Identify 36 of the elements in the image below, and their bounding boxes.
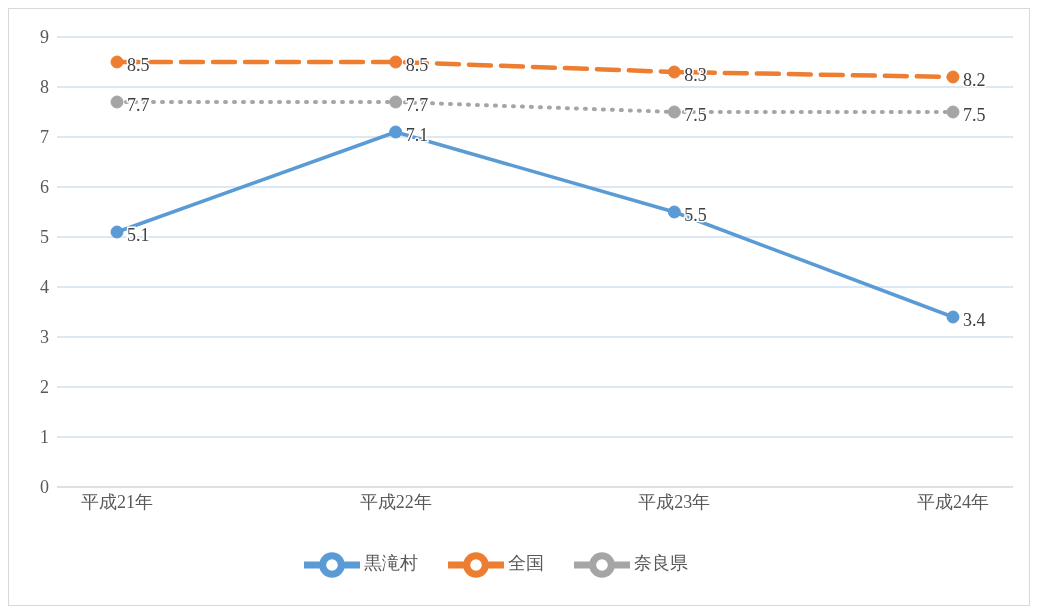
y-tick-label: 5 — [40, 227, 49, 248]
point — [946, 105, 960, 119]
data-label: 8.2 — [963, 70, 986, 90]
data-label: 7.7 — [127, 95, 150, 115]
point — [110, 55, 124, 69]
point — [667, 105, 681, 119]
point — [946, 310, 960, 324]
point — [667, 205, 681, 219]
point — [389, 95, 403, 109]
point — [110, 225, 124, 239]
y-tick-label: 0 — [40, 477, 49, 498]
legend-label: 黒滝村 — [364, 553, 418, 574]
x-tick-label: 平成24年 — [917, 491, 989, 512]
data-label: 3.4 — [963, 310, 986, 330]
y-tick-label: 9 — [40, 27, 49, 48]
y-tick-label: 4 — [40, 277, 49, 298]
point — [389, 55, 403, 69]
data-label: 7.5 — [684, 105, 707, 125]
data-label: 7.5 — [963, 105, 986, 125]
y-tick-label: 1 — [40, 427, 49, 448]
point — [110, 95, 124, 109]
legend-label: 奈良県 — [634, 553, 688, 574]
y-tick-label: 2 — [40, 377, 49, 398]
x-tick-label: 平成21年 — [81, 491, 153, 512]
point — [389, 125, 403, 139]
y-tick-label: 8 — [40, 77, 49, 98]
data-label: 7.7 — [405, 95, 429, 115]
x-tick-label: 平成22年 — [359, 491, 432, 512]
x-tick-label: 平成23年 — [638, 491, 711, 512]
point — [946, 70, 960, 84]
point — [667, 65, 681, 79]
y-tick-label: 7 — [40, 127, 49, 148]
data-label: 5.1 — [127, 225, 150, 245]
legend-label: 全国 — [508, 553, 544, 574]
y-tick-label: 6 — [40, 177, 49, 198]
y-tick-label: 3 — [40, 327, 49, 348]
